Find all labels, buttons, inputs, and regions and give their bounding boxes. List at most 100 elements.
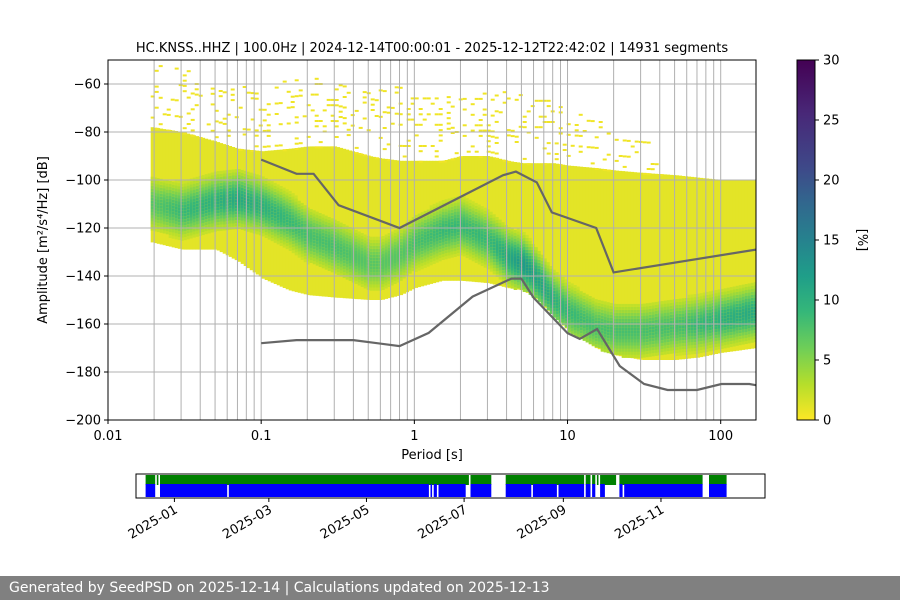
heatmap-cell xyxy=(720,333,725,337)
heatmap-cell xyxy=(276,229,281,233)
heatmap-cell xyxy=(324,245,329,249)
heatmap-cell xyxy=(690,309,695,313)
heatmap-cell xyxy=(705,345,710,349)
heatmap-cell xyxy=(363,270,368,274)
heatmap-cell xyxy=(510,258,515,262)
heatmap-cell xyxy=(729,290,734,294)
heatmap-sparse-cell xyxy=(238,148,243,151)
heatmap-cell xyxy=(708,291,713,295)
heatmap-cell xyxy=(402,233,407,237)
heatmap-cell xyxy=(150,212,155,216)
heatmap-cell xyxy=(705,312,710,316)
heatmap-cell xyxy=(666,339,671,343)
heatmap-cell xyxy=(159,199,164,203)
heatmap-sparse-cell xyxy=(238,106,243,109)
heatmap-sparse-cell xyxy=(346,134,351,137)
heatmap-cell xyxy=(606,329,611,333)
heatmap-cell xyxy=(546,271,551,275)
heatmap-cell xyxy=(411,223,416,227)
heatmap-cell xyxy=(327,247,332,250)
heatmap-cell xyxy=(498,219,503,223)
heatmap-column xyxy=(570,165,575,334)
heatmap-cell xyxy=(741,326,746,330)
heatmap-cell xyxy=(669,317,674,321)
heatmap-cell xyxy=(630,330,635,334)
heatmap-sparse-cell xyxy=(590,162,595,165)
heatmap-cell xyxy=(450,242,455,246)
heatmap-cell xyxy=(447,207,452,211)
heatmap-cell xyxy=(714,296,719,300)
heatmap-cell xyxy=(621,336,626,340)
heatmap-cell xyxy=(384,243,389,247)
heatmap-cell xyxy=(162,218,167,222)
heatmap-cell xyxy=(453,248,458,251)
heatmap-cell xyxy=(357,276,362,280)
heatmap-cell xyxy=(582,298,587,302)
heatmap-cell xyxy=(417,267,422,271)
heatmap-column xyxy=(687,176,692,359)
heatmap-sparse-cell xyxy=(590,146,595,149)
heatmap-cell xyxy=(699,302,704,306)
heatmap-cell xyxy=(330,239,335,243)
heatmap-cell xyxy=(480,236,485,240)
heatmap-cell xyxy=(489,256,494,260)
heatmap-cell xyxy=(303,238,308,242)
heatmap-cell xyxy=(267,182,272,186)
heatmap-cell xyxy=(324,263,329,267)
heatmap-cell xyxy=(720,315,725,319)
heatmap-cell xyxy=(336,266,341,270)
heatmap-sparse-cell xyxy=(358,126,363,129)
heatmap-cell xyxy=(654,328,659,332)
heatmap-cell xyxy=(258,175,263,179)
heatmap-cell xyxy=(597,335,602,339)
heatmap-sparse-cell xyxy=(302,115,307,118)
heatmap-cell xyxy=(177,204,182,208)
heatmap-cell xyxy=(663,300,668,304)
heatmap-cell xyxy=(687,345,692,349)
heatmap-cell xyxy=(600,309,605,313)
heatmap-sparse-cell xyxy=(190,92,195,95)
heatmap-cell xyxy=(246,204,251,208)
heatmap-cell xyxy=(186,203,191,207)
heatmap-cell xyxy=(264,223,269,226)
heatmap-cell xyxy=(306,246,311,250)
heatmap-cell xyxy=(696,299,701,303)
heatmap-sparse-cell xyxy=(246,91,251,94)
heatmap-cell xyxy=(534,250,539,254)
heatmap-cell xyxy=(390,243,395,247)
heatmap-cell xyxy=(462,253,467,257)
heatmap-sparse-cell xyxy=(634,140,639,143)
heatmap-cell xyxy=(483,243,488,247)
heatmap-column xyxy=(573,166,578,335)
heatmap-cell xyxy=(237,223,242,226)
heatmap-cell xyxy=(204,177,209,181)
heatmap-cell xyxy=(396,237,401,241)
heatmap-cell xyxy=(360,242,365,245)
heatmap-cell xyxy=(636,330,641,334)
heatmap-cell xyxy=(444,211,449,215)
heatmap-cell xyxy=(207,173,212,177)
heatmap-cell xyxy=(681,328,686,332)
heatmap-cell xyxy=(579,327,584,331)
heatmap-column xyxy=(720,180,725,353)
heatmap-cell xyxy=(186,218,191,222)
heatmap-cell xyxy=(408,258,413,262)
heatmap-cell xyxy=(588,308,593,311)
heatmap-cell xyxy=(429,256,434,260)
colorbar-tick-label: 25 xyxy=(823,114,840,129)
heatmap-cell xyxy=(528,282,533,286)
heatmap-cell xyxy=(708,312,713,316)
heatmap-cell xyxy=(273,215,278,219)
heatmap-cell xyxy=(675,320,680,323)
heatmap-cell xyxy=(507,248,512,251)
heatmap-cell xyxy=(276,193,281,197)
heatmap-cell xyxy=(228,169,233,173)
heatmap-cell xyxy=(411,247,416,251)
heatmap-cell xyxy=(549,299,554,302)
heatmap-sparse-cell xyxy=(294,79,299,82)
heatmap-cell xyxy=(462,247,467,251)
heatmap-cell xyxy=(219,224,224,228)
heatmap-cell xyxy=(696,296,701,300)
heatmap-cell xyxy=(336,224,341,228)
heatmap-cell xyxy=(411,253,416,257)
